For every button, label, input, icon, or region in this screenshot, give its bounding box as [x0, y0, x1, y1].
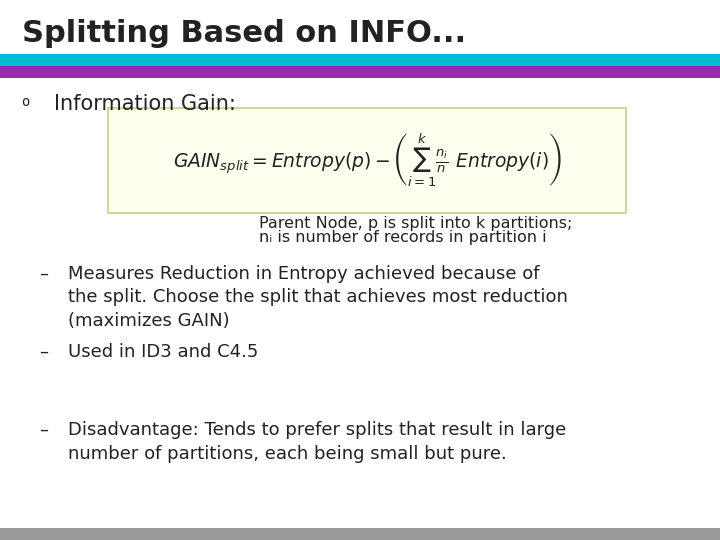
Text: Splitting Based on INFO...: Splitting Based on INFO... — [22, 19, 466, 48]
Text: –: – — [40, 343, 49, 361]
Text: Disadvantage: Tends to prefer splits that result in large
number of partitions, : Disadvantage: Tends to prefer splits tha… — [68, 421, 567, 463]
Bar — [0, 54, 720, 66]
Text: Used in ID3 and C4.5: Used in ID3 and C4.5 — [68, 343, 258, 361]
Bar — [0, 66, 720, 78]
Text: $\mathit{GAIN}_{split} = \mathit{Entropy}(p) - \left(\sum_{i=1}^{k}\frac{n_i}{n}: $\mathit{GAIN}_{split} = \mathit{Entropy… — [173, 132, 562, 189]
Text: Measures Reduction in Entropy achieved because of
the split. Choose the split th: Measures Reduction in Entropy achieved b… — [68, 265, 568, 330]
Text: o: o — [22, 94, 30, 109]
Text: –: – — [40, 421, 49, 439]
Bar — [0, 528, 720, 540]
Text: –: – — [40, 265, 49, 282]
Text: Information Gain:: Information Gain: — [54, 94, 236, 114]
FancyBboxPatch shape — [108, 108, 626, 213]
Text: nᵢ is number of records in partition i: nᵢ is number of records in partition i — [259, 230, 546, 245]
Text: Parent Node, p is split into k partitions;: Parent Node, p is split into k partition… — [259, 216, 572, 231]
